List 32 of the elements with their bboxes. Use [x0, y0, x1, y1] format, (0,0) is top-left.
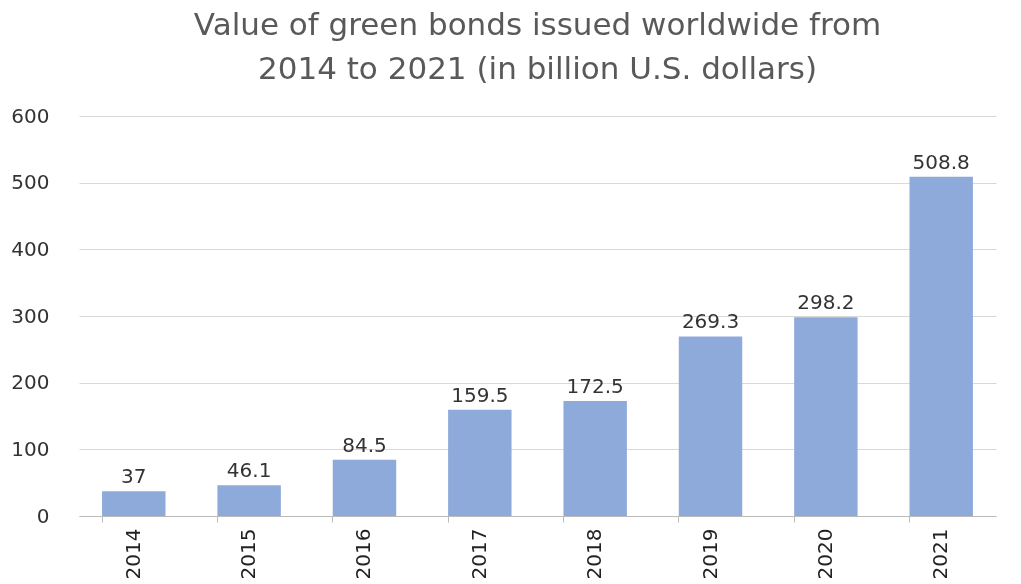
data-label: 508.8	[912, 149, 970, 174]
x-tick-label: 2021	[928, 528, 953, 580]
bar	[563, 401, 627, 516]
x-tick-label: 2017	[466, 528, 491, 580]
bar	[909, 176, 973, 516]
bar	[448, 409, 512, 516]
x-tick-label: 2014	[120, 528, 145, 580]
bar	[217, 485, 281, 516]
y-tick-label: 100	[11, 436, 50, 461]
x-tick-label: 2020	[812, 528, 837, 580]
y-tick-label: 400	[11, 236, 50, 261]
y-tick-label: 600	[11, 103, 50, 128]
chart-title: Value of green bonds issued worldwide from 2014 to 2021 (in billion U.S. dollars)	[193, 6, 882, 86]
bar	[102, 491, 166, 516]
x-tick-label: 2018	[582, 528, 607, 580]
y-tick-label: 300	[11, 303, 50, 328]
x-tick-label: 2019	[697, 528, 722, 580]
bar	[332, 459, 397, 516]
data-label: 84.5	[342, 432, 387, 457]
y-tick-label: 200	[11, 370, 50, 395]
data-label: 46.1	[226, 458, 272, 483]
bar	[678, 336, 743, 516]
data-label: 172.5	[566, 374, 624, 398]
y-tick-label: 0	[36, 503, 50, 528]
data-label: 298.2	[797, 290, 855, 315]
data-label: 159.5	[451, 382, 509, 407]
x-tick-label: 2016	[351, 528, 376, 580]
bar	[794, 317, 858, 516]
x-tick-label: 2015	[236, 528, 261, 580]
data-label: 37	[121, 464, 147, 489]
data-label: 269.3	[681, 309, 740, 334]
y-tick-label: 500	[11, 170, 50, 195]
